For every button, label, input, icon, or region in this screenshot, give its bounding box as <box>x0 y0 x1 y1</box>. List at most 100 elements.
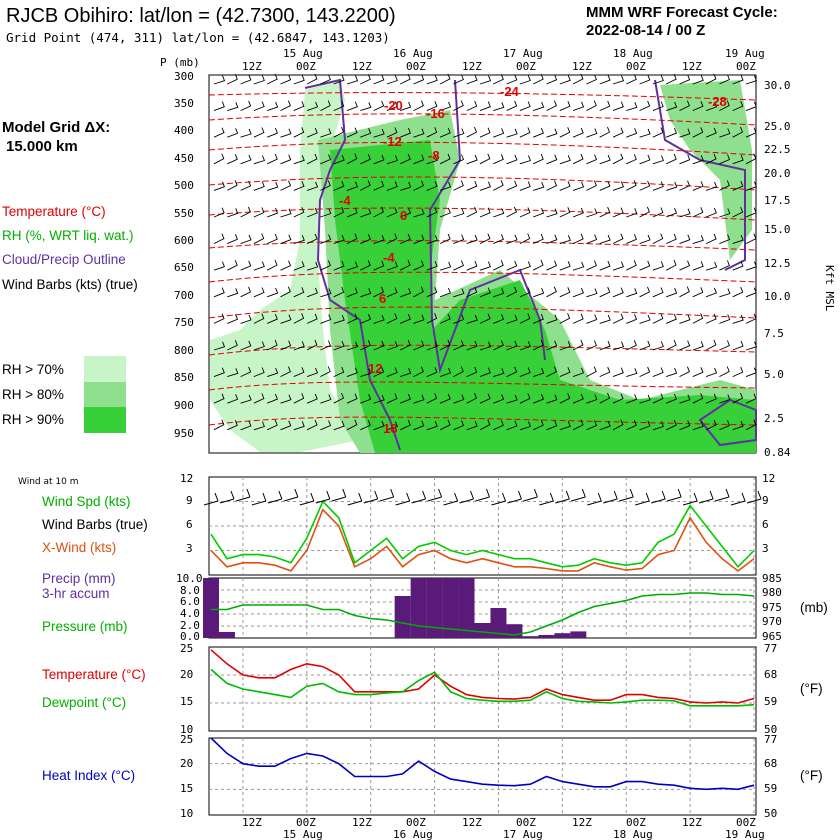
wind-barb <box>719 394 731 404</box>
wind-barb <box>413 286 424 298</box>
wind-barb <box>586 288 598 298</box>
wind-barb <box>426 393 438 404</box>
surface-wind-barb <box>571 488 586 502</box>
wind-barb <box>320 100 331 111</box>
wind-barb <box>439 339 451 351</box>
precip-bar <box>394 596 411 638</box>
wind-barb <box>506 128 518 138</box>
wind-barb <box>533 153 544 165</box>
kft-tick: 5.0 <box>764 368 784 381</box>
wind-barb <box>719 366 730 377</box>
wind-barb <box>293 207 305 218</box>
wind-barb <box>439 101 452 112</box>
wind-barb <box>506 260 518 271</box>
wind-barb <box>240 100 252 112</box>
wind-barb <box>719 154 731 165</box>
wind-barb <box>493 154 504 165</box>
wind-barb <box>267 73 278 85</box>
wind-barb <box>626 260 637 271</box>
wind-barb <box>266 259 278 271</box>
wind-barb <box>346 419 358 431</box>
wind-barb <box>506 340 518 351</box>
wind-barb <box>679 366 690 378</box>
wind-barb <box>493 128 505 138</box>
time-tick: 00Z <box>736 816 756 829</box>
wind-barb <box>506 180 518 191</box>
wind-barb <box>240 74 252 85</box>
y2-tick: 970 <box>762 615 782 628</box>
wind-barb <box>572 393 584 404</box>
wind-barb <box>612 419 624 431</box>
wind-barb <box>360 234 371 245</box>
wind-barb <box>253 155 265 165</box>
wind-barb <box>732 314 744 324</box>
wind-barb <box>267 419 278 431</box>
wind-barb <box>293 127 305 138</box>
wind-barb <box>320 208 332 218</box>
wind-barb <box>280 366 291 378</box>
wind-barb <box>400 181 412 191</box>
wind-barb <box>333 420 345 431</box>
time-tick: 12Z <box>242 816 262 829</box>
wind-barb <box>666 367 678 378</box>
p-tick: 650 <box>174 261 194 274</box>
wind-barb <box>333 74 345 85</box>
day-label: 18 Aug <box>613 828 653 840</box>
wind-barb <box>333 314 345 324</box>
wind-barb <box>572 233 584 245</box>
y-tick: 3 <box>762 542 769 555</box>
wind-barb <box>320 128 332 138</box>
wind-barb <box>227 234 238 245</box>
wind-barb <box>293 235 305 245</box>
y2-tick: 77 <box>764 642 777 655</box>
wind-barb <box>626 288 638 298</box>
wind-barb <box>400 339 411 351</box>
wind-barb <box>652 233 664 244</box>
wind-barb <box>439 127 451 138</box>
heat-panel-frame <box>208 737 757 816</box>
time-tick: 00Z <box>406 60 426 73</box>
rh80-upper-region <box>660 80 752 260</box>
wind-barb <box>479 233 491 245</box>
y2-tick: 68 <box>764 668 777 681</box>
wind-barb <box>253 101 265 112</box>
page-title: RJCB Obihiro: lat/lon = (42.7300, 143.22… <box>6 5 396 27</box>
wind-barb <box>280 394 292 404</box>
wind-barb <box>227 180 238 191</box>
time-tick: 12Z <box>352 60 372 73</box>
wind-barb <box>533 207 545 218</box>
day-label: 15 Aug <box>283 828 323 840</box>
wind-barb <box>705 153 717 165</box>
legend-pressure: Pressure (mb) <box>42 619 128 634</box>
wind-barb <box>639 234 651 245</box>
wind-barb <box>519 393 531 404</box>
kft-tick: 7.5 <box>764 327 784 340</box>
wind-barb <box>692 181 704 191</box>
wind-barb <box>253 393 265 404</box>
wind-barb <box>732 206 744 218</box>
wind-barb <box>306 339 318 351</box>
wind-barb <box>413 128 425 138</box>
wind-barb <box>466 154 478 165</box>
wind-barb <box>413 208 425 218</box>
wind-barb <box>745 261 757 271</box>
wind-barb <box>665 259 677 271</box>
kft-tick: 25.0 <box>764 120 791 133</box>
kft-tick: 22.5 <box>764 143 791 156</box>
y-tick: 6 <box>762 518 769 531</box>
precip-bar <box>203 578 219 638</box>
wind-barb <box>626 394 638 404</box>
wind-barb <box>639 394 651 404</box>
pressure-axis-title: P (mb) <box>160 56 200 69</box>
temp-label: -20 <box>384 98 403 113</box>
wind-barb <box>400 153 411 165</box>
wind-barb <box>719 340 730 351</box>
wind-barb <box>306 367 319 378</box>
temp-label: 6 <box>379 291 386 306</box>
wind-barb <box>227 128 239 138</box>
wind-barb <box>426 127 438 138</box>
surface-wind-barb <box>219 490 235 504</box>
wind-barb <box>453 288 465 298</box>
p-tick: 850 <box>174 371 194 384</box>
